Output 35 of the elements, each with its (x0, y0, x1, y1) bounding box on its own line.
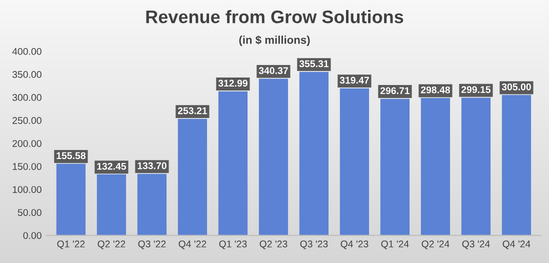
data-label: 355.31 (299, 60, 329, 68)
y-tick-label: 400.00 (12, 48, 42, 55)
y-tick-label: 150.00 (12, 163, 42, 170)
data-label: 155.58 (56, 152, 86, 160)
x-tick-label: Q2 '22 (98, 240, 126, 250)
y-tick-label: 250.00 (12, 117, 42, 124)
x-tick-label: Q2 '23 (260, 240, 288, 250)
y-tick-label: 200.00 (12, 140, 42, 147)
chart-subtitle: (in $ millions) (239, 35, 310, 46)
x-tick-label: Q4 '24 (502, 240, 530, 250)
x-tick-label: Q1 '23 (219, 240, 247, 250)
y-tick-label: 50.00 (18, 209, 42, 216)
y-tick-label: 350.00 (12, 71, 42, 78)
y-tick-label: 100.00 (12, 186, 42, 193)
data-label: 253.21 (178, 107, 208, 114)
data-label: 299.15 (461, 86, 491, 94)
data-label: 298.48 (420, 86, 450, 94)
data-label: 319.47 (340, 76, 369, 84)
x-tick-label: Q2 '24 (422, 240, 450, 250)
x-tick-label: Q3 '22 (138, 240, 166, 250)
x-tick-label: Q1 '22 (57, 240, 85, 250)
chart-title: Revenue from Grow Solutions (146, 10, 404, 24)
x-tick-label: Q4 '22 (178, 240, 206, 250)
data-label: 312.99 (218, 80, 248, 87)
x-tick-label: Q3 '24 (462, 240, 490, 250)
data-label: 296.71 (380, 87, 410, 94)
y-tick-label: 300.00 (12, 94, 42, 101)
x-tick-label: Q1 '24 (381, 240, 409, 250)
x-tick-label: Q3 '23 (300, 240, 328, 250)
data-label: 132.45 (97, 162, 126, 170)
data-label: 305.00 (502, 83, 531, 90)
x-tick-label: Q4 '23 (340, 240, 368, 250)
y-tick-label: 0.00 (23, 232, 42, 240)
data-label: 340.37 (258, 67, 288, 74)
data-label: 133.70 (138, 162, 166, 170)
